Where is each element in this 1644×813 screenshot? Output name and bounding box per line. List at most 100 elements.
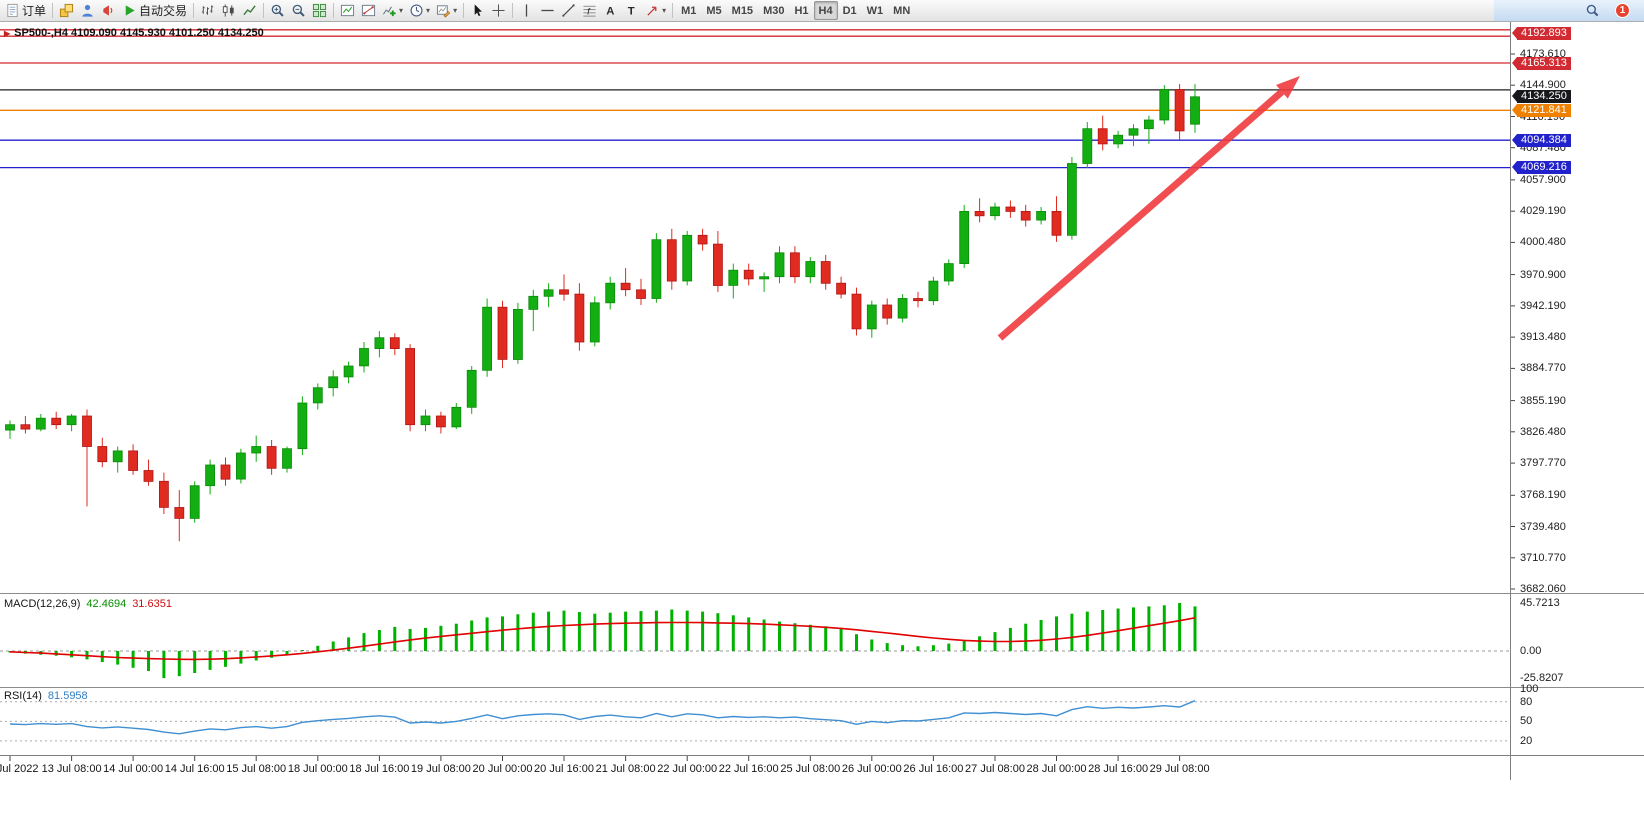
time-axis-label: 29 Jul 08:00 [1149,763,1210,775]
indicators-window-icon [340,3,355,18]
timeframe-W1-button[interactable]: W1 [862,1,889,20]
arrows-tool-icon [645,3,660,18]
tile-windows-button[interactable] [309,1,330,20]
dropdown-arrow-icon: ▾ [453,6,458,15]
toolbar-separator [333,3,335,18]
cursor-tool-button[interactable] [467,1,488,20]
dropdown-arrow-icon: ▾ [662,6,667,15]
vertical-line-tool-button[interactable] [516,1,537,20]
macd-label[interactable]: MACD(12,26,9) 42.4694 31.6351 [4,598,172,610]
zoom-in-icon [270,3,285,18]
autotrading-button[interactable]: 自动交易 [119,1,190,20]
zoom-out-button[interactable] [288,1,309,20]
timeframe-M1-button[interactable]: M1 [676,1,701,20]
timeframe-M15-button[interactable]: M15 [727,1,758,20]
fibonacci-tool-icon: f [582,3,597,18]
search-icon [1585,3,1600,18]
time-axis-label: 19 Jul 08:00 [410,763,471,775]
price-axis-label: 3682.060 [1520,583,1566,595]
horizontal-line-tool-button[interactable] [537,1,558,20]
new-chart-icon [59,3,74,18]
market-watch-button[interactable] [77,1,98,20]
toolbar-separator [672,3,674,18]
template-selector-button[interactable]: ▾ [433,1,460,20]
search-button[interactable] [1582,1,1603,20]
price-scale[interactable]: 4173.6104144.9004116.1904087.4804057.900… [1510,22,1644,780]
timeframe-D1-button[interactable]: D1 [838,1,862,20]
text-tool-button[interactable]: A [600,1,621,20]
rsi-scale-label: 20 [1520,734,1533,747]
indicators-window-button[interactable] [337,1,358,20]
time-axis-label: 20 Jul 16:00 [534,763,594,775]
price-axis-label: 3710.770 [1520,551,1566,564]
time-axis-label: 28 Jul 16:00 [1088,763,1149,775]
time-axis-label: 22 Jul 00:00 [657,763,718,775]
price-axis-label: 3884.770 [1520,362,1566,375]
crosshair-tool-button[interactable] [488,1,509,20]
toolbar: 订单 自动交易 ▾ ▾ ▾ f A T ▾ M1 M5 M15 M30 H1 H4 D1 W1 MN 1 [0,0,1644,22]
news-button[interactable] [98,1,119,20]
price-axis-label: 4029.190 [1520,205,1566,218]
toolbar-buttons: 订单 自动交易 ▾ ▾ ▾ f A T ▾ M1 M5 M15 M30 H1 H4 D1 W1 MN [0,0,915,21]
line-chart-mode-button[interactable] [239,1,260,20]
macd-scale-label: -25.8207 [1520,672,1564,685]
time-axis-label: 13 Jul 08:00 [41,763,102,775]
bar-chart-mode-button[interactable] [197,1,218,20]
rsi-scale-label: 50 [1520,715,1533,728]
price-axis-label: 3768.190 [1520,489,1566,502]
timeframe-M5-button[interactable]: M5 [701,1,726,20]
autotrading-icon [122,3,137,18]
rsi-scale-label: 80 [1520,695,1533,708]
crosshair-tool-icon [491,3,506,18]
zoom-in-button[interactable] [267,1,288,20]
timeframe-H1-button[interactable]: H1 [789,1,813,20]
fibonacci-tool-button[interactable]: f [579,1,600,20]
price-badge: 4094.384 [1512,133,1571,147]
template-selector-icon [436,3,451,18]
price-badge: 4134.250 [1512,90,1571,104]
time-axis-label: 25 Jul 08:00 [780,763,841,775]
new-order-label: 订单 [22,4,47,18]
text-tool-icon: A [603,3,618,18]
candle-chart-mode-button[interactable] [218,1,239,20]
symbol-marker-icon: ▶ [4,28,11,38]
timeframe-M30-button[interactable]: M30 [758,1,789,20]
timeframe-MN-button[interactable]: MN [888,1,915,20]
news-icon [101,3,116,18]
toolbar-right: 1 [1494,0,1644,21]
timeframe-H4-button[interactable]: H4 [813,1,838,20]
time-axis-label: 27 Jul 08:00 [965,763,1025,775]
svg-text:A: A [606,6,614,18]
notification-badge[interactable]: 1 [1615,3,1630,18]
time-axis-label: 21 Jul 08:00 [595,763,656,775]
symbol-info: ▶ SP500-,H4 4109.090 4145.930 4101.250 4… [4,27,264,39]
toolbar-separator [193,3,195,18]
new-order-button[interactable]: 订单 [2,1,49,20]
rsi-label[interactable]: RSI(14) 81.5958 [4,690,88,702]
cursor-tool-icon [470,3,485,18]
objects-window-button[interactable] [358,1,379,20]
arrows-tool-button[interactable]: ▾ [642,1,669,20]
toolbar-separator [512,3,514,18]
time-axis-label: 18 Jul 00:00 [287,763,348,775]
time-axis-label: 15 Jul 08:00 [226,763,287,775]
add-indicator-button[interactable]: ▾ [379,1,406,20]
price-axis-label: 3913.480 [1520,331,1566,344]
tile-windows-icon [312,3,327,18]
time-axis-label: 26 Jul 00:00 [841,763,902,775]
new-order-icon [5,3,20,18]
period-selector-icon [409,3,424,18]
label-tool-button[interactable]: T [621,1,642,20]
time-axis-label: 20 Jul 00:00 [472,763,533,775]
trendline-tool-button[interactable] [558,1,579,20]
time-axis-label: 14 Jul 16:00 [164,763,225,775]
trendline-tool-icon [561,3,576,18]
macd-value-main: 42.4694 [86,598,127,610]
period-selector-button[interactable]: ▾ [406,1,433,20]
dropdown-arrow-icon: ▾ [426,6,431,15]
new-chart-button[interactable] [56,1,77,20]
price-badge: 4069.216 [1512,161,1571,175]
